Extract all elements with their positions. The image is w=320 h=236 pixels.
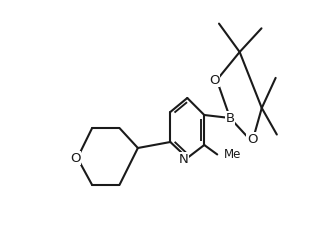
Text: N: N: [179, 153, 188, 166]
Text: O: O: [209, 73, 220, 87]
Text: O: O: [70, 152, 80, 164]
Text: O: O: [247, 133, 257, 146]
Text: B: B: [226, 111, 235, 125]
Text: Me: Me: [224, 148, 242, 161]
